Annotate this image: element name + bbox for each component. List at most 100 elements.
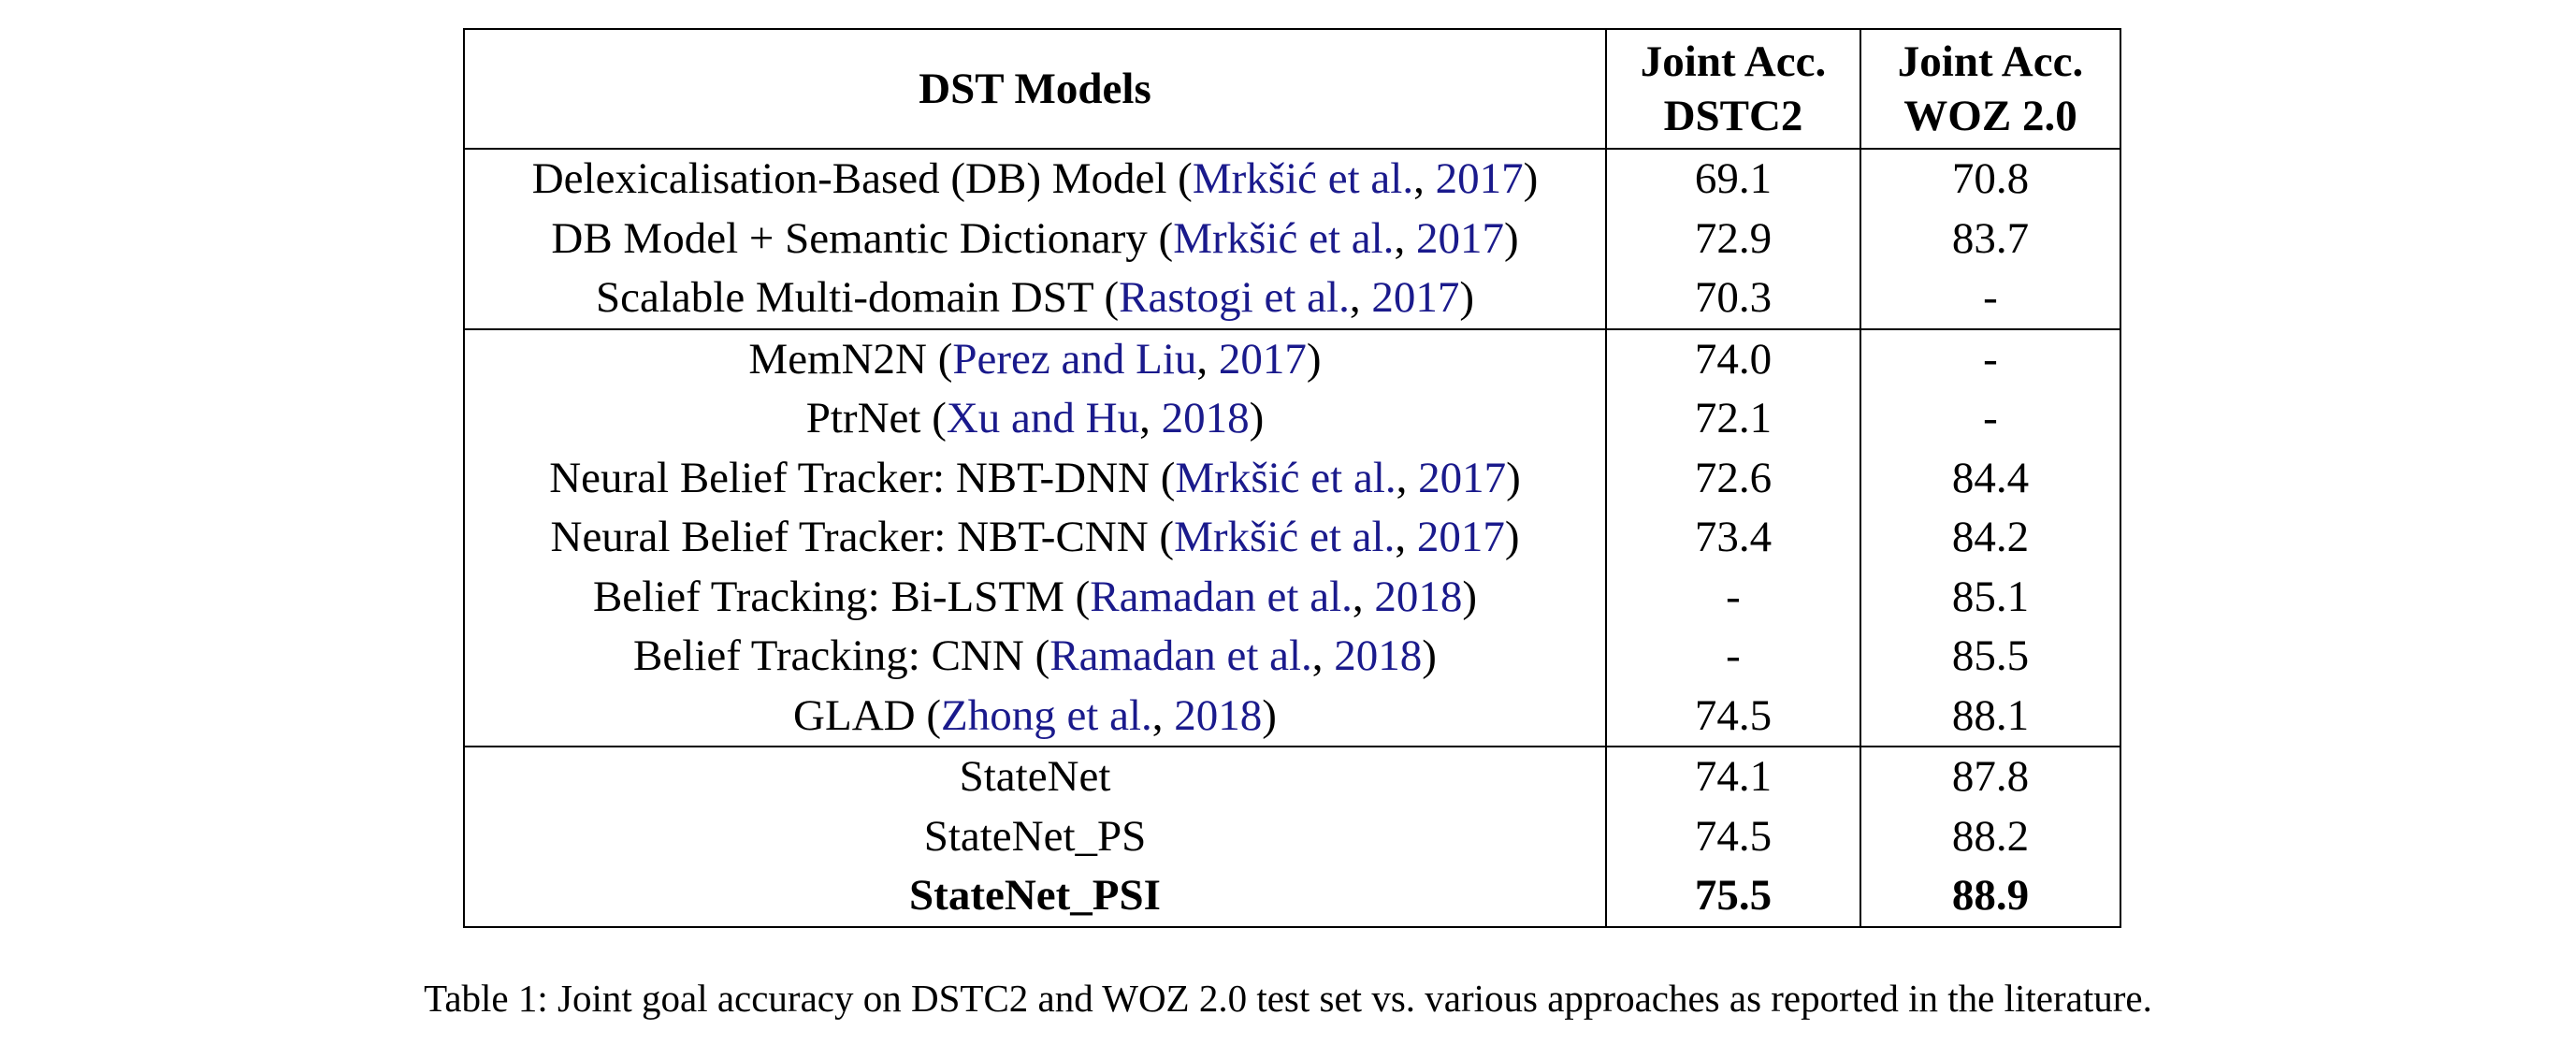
citation-separator: , (1352, 572, 1375, 621)
dstc2-value: 74.5 (1605, 686, 1861, 747)
model-name: Belief Tracking: CNN ( (633, 631, 1050, 681)
model-name: Neural Belief Tracker: NBT-CNN ( (550, 513, 1175, 562)
model-name: PtrNet ( (805, 394, 947, 443)
citation-separator: , (1196, 334, 1219, 384)
citation-link[interactable]: Rastogi et al. (1119, 273, 1350, 323)
table-row: GLAD (Zhong et al., 2018) 74.5 88.1 (463, 686, 2121, 747)
table-row: Belief Tracking: Bi-LSTM (Ramadan et al.… (463, 567, 2121, 627)
citation-close: ) (1249, 394, 1265, 443)
model-name: StateNet_PS (923, 811, 1147, 861)
citation-close: ) (1459, 273, 1474, 323)
citation-link[interactable]: Perez and Liu (952, 334, 1197, 384)
model-name: Scalable Multi-domain DST ( (595, 273, 1120, 323)
woz-value: 70.8 (1860, 148, 2121, 210)
citation-link[interactable]: Ramadan et al. (1090, 572, 1353, 621)
woz-value: 84.2 (1860, 508, 2121, 568)
model-name: Neural Belief Tracker: NBT-DNN ( (549, 453, 1176, 502)
citation-year-link[interactable]: 2018 (1161, 394, 1250, 443)
woz-value: 85.1 (1860, 567, 2121, 627)
header-dst-models: DST Models (463, 28, 1607, 150)
woz-value: 88.1 (1860, 686, 2121, 747)
citation-close: ) (1462, 572, 1478, 621)
citation-separator: , (1396, 453, 1419, 502)
dstc2-value: 72.9 (1605, 209, 1861, 268)
citation-close: ) (1523, 154, 1539, 204)
header-woz: Joint Acc. WOZ 2.0 (1860, 28, 2121, 150)
results-table-container: DST Models Joint Acc. DSTC2 Joint Acc. W… (463, 28, 2121, 928)
model-name: GLAD ( (793, 690, 941, 740)
citation-close: ) (1422, 631, 1437, 681)
citation-year-link[interactable]: 2017 (1415, 213, 1504, 263)
model-cell: StateNet_PSI (463, 866, 1607, 928)
model-name: DB Model + Semantic Dictionary ( (551, 213, 1174, 263)
woz-value: - (1860, 327, 2121, 389)
citation-year-link[interactable]: 2017 (1218, 334, 1307, 384)
citation-year-link[interactable]: 2017 (1416, 513, 1505, 562)
results-table: DST Models Joint Acc. DSTC2 Joint Acc. W… (463, 28, 2121, 928)
table-row: Scalable Multi-domain DST (Rastogi et al… (463, 268, 2121, 330)
citation-close: ) (1506, 453, 1521, 502)
table-header-row: DST Models Joint Acc. DSTC2 Joint Acc. W… (463, 28, 2121, 150)
model-cell: Belief Tracking: CNN (Ramadan et al., 20… (463, 627, 1607, 687)
dstc2-value: 74.0 (1605, 327, 1861, 389)
table-row: Neural Belief Tracker: NBT-DNN (Mrkšić e… (463, 448, 2121, 508)
woz-value: 83.7 (1860, 209, 2121, 268)
model-cell: MemN2N (Perez and Liu, 2017) (463, 327, 1607, 389)
citation-year-link[interactable]: 2017 (1435, 154, 1524, 204)
citation-link[interactable]: Mrkšić et al. (1174, 513, 1396, 562)
dstc2-value: 72.6 (1605, 448, 1861, 508)
citation-close: ) (1306, 334, 1322, 384)
citation-link[interactable]: Mrkšić et al. (1173, 213, 1395, 263)
dstc2-value: 74.5 (1605, 806, 1861, 866)
model-cell: DB Model + Semantic Dictionary (Mrkšić e… (463, 209, 1607, 268)
model-name: StateNet_PSI (909, 871, 1161, 921)
dstc2-value: - (1605, 627, 1861, 687)
citation-link[interactable]: Mrkšić et al. (1192, 154, 1414, 204)
model-cell: Neural Belief Tracker: NBT-DNN (Mrkšić e… (463, 448, 1607, 508)
citation-separator: , (1395, 513, 1417, 562)
model-cell: Neural Belief Tracker: NBT-CNN (Mrkšić e… (463, 508, 1607, 568)
citation-year-link[interactable]: 2018 (1174, 690, 1263, 740)
citation-close: ) (1503, 213, 1519, 263)
citation-close: ) (1262, 690, 1277, 740)
citation-year-link[interactable]: 2018 (1374, 572, 1463, 621)
table-row: Delexicalisation-Based (DB) Model (Mrkši… (463, 148, 2121, 210)
header-woz-line2: WOZ 2.0 (1903, 92, 2077, 140)
model-cell: PtrNet (Xu and Hu, 2018) (463, 389, 1607, 449)
dstc2-value: 73.4 (1605, 508, 1861, 568)
header-dstc2-line2: DSTC2 (1663, 92, 1803, 140)
dstc2-value: - (1605, 567, 1861, 627)
woz-value: - (1860, 268, 2121, 330)
table-row: Belief Tracking: CNN (Ramadan et al., 20… (463, 627, 2121, 687)
citation-close: ) (1504, 513, 1520, 562)
model-name: Belief Tracking: Bi-LSTM ( (592, 572, 1091, 621)
citation-year-link[interactable]: 2017 (1418, 453, 1507, 502)
model-cell: Delexicalisation-Based (DB) Model (Mrkši… (463, 148, 1607, 210)
table-caption: Table 1: Joint goal accuracy on DSTC2 an… (424, 977, 2152, 1020)
citation-link[interactable]: Zhong et al. (940, 690, 1152, 740)
woz-value: 88.9 (1860, 866, 2121, 928)
citation-year-link[interactable]: 2017 (1371, 273, 1460, 323)
citation-link[interactable]: Mrkšić et al. (1175, 453, 1397, 502)
dstc2-value: 69.1 (1605, 148, 1861, 210)
woz-value: 88.2 (1860, 806, 2121, 866)
model-name: Delexicalisation-Based (DB) Model ( (531, 154, 1193, 204)
table-row: MemN2N (Perez and Liu, 2017) 74.0 - (463, 327, 2121, 389)
header-dstc2-line1: Joint Acc. (1640, 37, 1827, 86)
table-row: DB Model + Semantic Dictionary (Mrkšić e… (463, 209, 2121, 268)
dstc2-value: 74.1 (1605, 746, 1861, 807)
model-cell: GLAD (Zhong et al., 2018) (463, 686, 1607, 747)
model-cell: Scalable Multi-domain DST (Rastogi et al… (463, 268, 1607, 330)
woz-value: - (1860, 389, 2121, 449)
citation-link[interactable]: Ramadan et al. (1049, 631, 1312, 681)
woz-value: 87.8 (1860, 746, 2121, 807)
citation-separator: , (1413, 154, 1436, 204)
citation-year-link[interactable]: 2018 (1334, 631, 1423, 681)
model-cell: StateNet_PS (463, 806, 1607, 866)
dstc2-value: 75.5 (1605, 866, 1861, 928)
dstc2-value: 70.3 (1605, 268, 1861, 330)
citation-link[interactable]: Xu and Hu (946, 394, 1140, 443)
woz-value: 85.5 (1860, 627, 2121, 687)
model-cell: StateNet (463, 746, 1607, 807)
citation-separator: , (1394, 213, 1416, 263)
